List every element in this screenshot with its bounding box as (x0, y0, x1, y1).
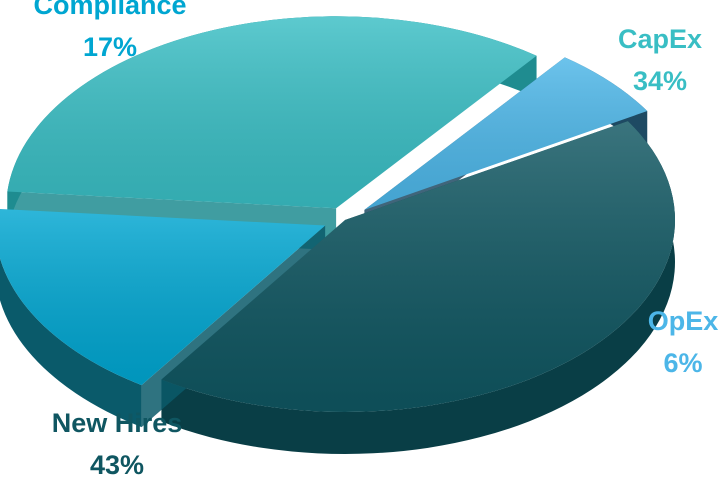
slice-label-compliance: Compliance (33, 0, 186, 20)
slice-percent-opex: 6% (663, 348, 702, 378)
slice-label-opex: OpEx (648, 306, 719, 336)
pie-slice-side-new-hires (161, 121, 676, 455)
pie-slice-side-compliance (0, 225, 326, 428)
slice-label-new-hires: New Hires (52, 408, 183, 438)
pie-labels: CapEx 34% OpEx 6% New Hires 43% Compliance 17% (33, 0, 718, 480)
pie-slice-shading (161, 121, 676, 413)
slice-label-capex: CapEx (618, 24, 702, 54)
slice-percent-new-hires: 43% (90, 450, 144, 480)
slice-percent-capex: 34% (633, 66, 687, 96)
slice-percent-compliance: 17% (83, 32, 137, 62)
pie-slice-shading (0, 208, 326, 386)
pie-slice-shading (364, 57, 648, 210)
pie-slice-shading (7, 16, 537, 209)
pie-slices (0, 16, 676, 455)
